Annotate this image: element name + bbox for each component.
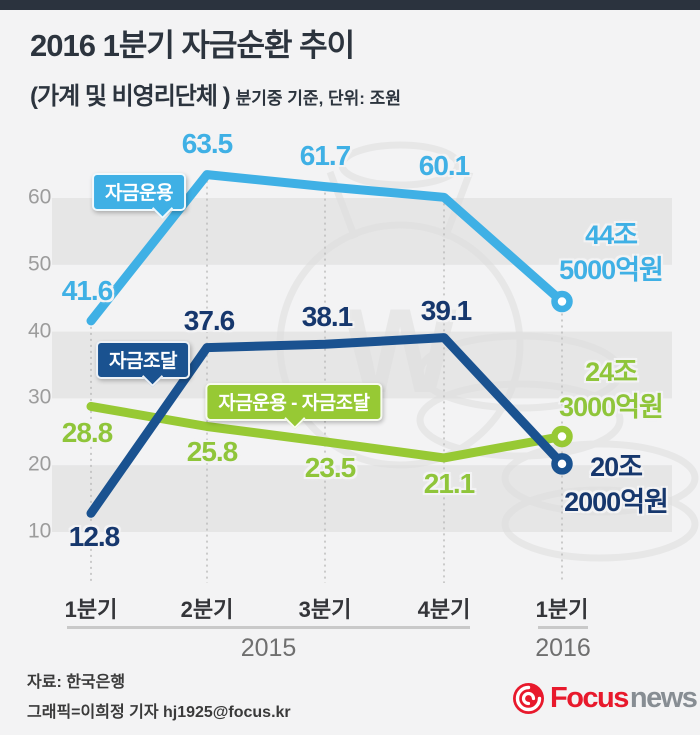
focus-news-swirl-icon — [513, 683, 544, 714]
series-line-0 — [86, 170, 567, 326]
data-point-value-label: 21.1 — [423, 467, 475, 499]
logo-text-focus: Focus — [550, 682, 629, 714]
data-point-value-label: 23.5 — [304, 451, 356, 483]
data-point-value-label: 60.1 — [418, 150, 470, 182]
subtitle-row: (가계 및 비영리단체 ) 분기중 기준, 단위: 조원 — [30, 76, 401, 111]
data-point-value-label: 61.7 — [299, 139, 351, 171]
end-value-line: 44조 — [585, 220, 638, 250]
year-group-label: 2015 — [240, 634, 297, 662]
series-end-value-label: 20조 2000억원 — [564, 450, 669, 520]
x-axis-category-label: 2분기 — [180, 597, 234, 622]
series-legend-badge: 자금조달 — [96, 341, 190, 388]
subtitle-scope: (가계 및 비영리단체 ) — [30, 83, 231, 110]
series-end-marker-2 — [551, 425, 573, 448]
data-point-value-label: 41.6 — [61, 274, 113, 306]
end-value-line: 3000억원 — [559, 392, 664, 422]
page-title: 2016 1분기 자금순환 추이 — [30, 28, 355, 63]
series-end-value-label: 24조 3000억원 — [559, 355, 664, 425]
subtitle-unit-note: 분기중 기준, 단위: 조원 — [235, 89, 401, 108]
series-legend-badge: 자금운용 — [92, 173, 186, 220]
data-point-value-label: 63.5 — [181, 127, 233, 159]
series-legend-badge: 자금운용 - 자금조달 — [205, 383, 383, 430]
data-point-value-label: 12.8 — [68, 521, 120, 553]
series-line-1 — [86, 333, 567, 518]
series-end-marker-1 — [551, 453, 573, 475]
focus-news-logo: Focus news — [512, 682, 698, 715]
y-axis-tick-label: 60 — [28, 185, 52, 209]
data-point-value-label: 25.8 — [186, 436, 238, 468]
grid-band — [52, 465, 672, 532]
data-point-value-label: 39.1 — [420, 294, 472, 326]
end-value-line: 5000억원 — [559, 255, 664, 285]
y-axis-tick-label: 10 — [28, 519, 52, 543]
end-value-line: 20조 — [590, 452, 643, 482]
y-axis-tick-label: 50 — [28, 252, 52, 276]
x-axis-category-label: 1분기 — [64, 597, 118, 622]
x-axis-category-label: 3분기 — [298, 597, 352, 622]
top-accent-bar — [0, 0, 700, 10]
y-axis-tick-label: 40 — [28, 319, 52, 343]
x-axis-category-label: 1분기 — [535, 597, 589, 622]
year-group-bar — [67, 626, 470, 629]
data-point-value-label: 37.6 — [183, 304, 235, 336]
year-group-bar — [538, 626, 588, 629]
logo-text-news: news — [629, 682, 698, 714]
series-end-marker-0 — [551, 290, 573, 313]
data-point-value-label: 28.8 — [61, 417, 113, 449]
y-axis-tick-label: 30 — [28, 385, 52, 409]
y-axis-tick-label: 20 — [28, 452, 52, 476]
data-point-value-label: 38.1 — [301, 301, 353, 333]
series-line-2 — [86, 401, 567, 463]
watermark-money-bag-illustration: W — [276, 141, 699, 562]
x-axis-category-label: 4분기 — [417, 597, 471, 622]
source-credit: 자료: 한국은행 — [27, 674, 126, 691]
year-group-label: 2016 — [535, 634, 591, 662]
end-value-line: 24조 — [585, 357, 638, 387]
graphic-credit: 그래픽=이희정 기자 hj1925@focus.kr — [27, 704, 291, 721]
end-value-line: 2000억원 — [564, 487, 669, 517]
series-end-value-label: 44조 5000억원 — [559, 218, 664, 288]
